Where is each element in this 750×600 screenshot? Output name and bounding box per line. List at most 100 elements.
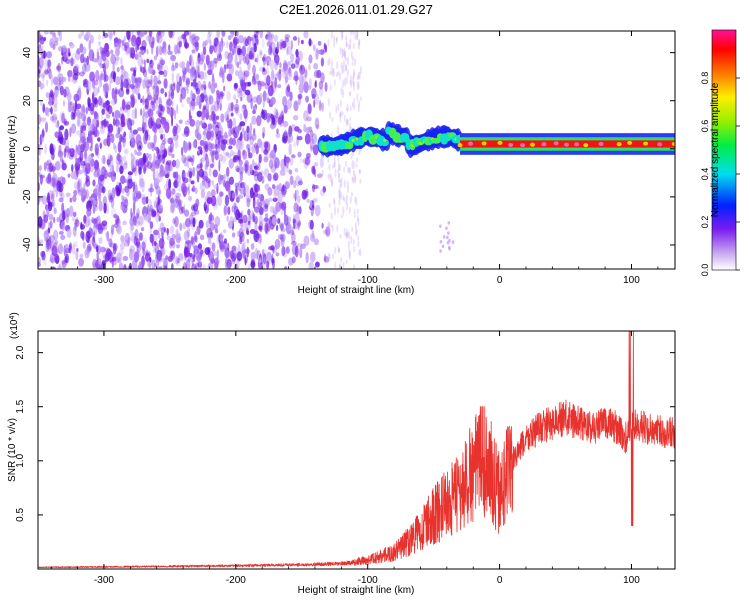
heat-cell (311, 183, 316, 193)
heat-cell (178, 207, 184, 215)
heat-cell (170, 83, 176, 92)
heat-cell (280, 208, 284, 216)
heat-cell (101, 122, 104, 129)
heat-cell (219, 231, 224, 243)
heat-cell (95, 98, 99, 108)
heat-cell (204, 94, 208, 103)
heat-cell (157, 172, 163, 183)
heat-cell (189, 54, 193, 63)
heat-cell (114, 94, 118, 104)
heat-cell (147, 92, 152, 102)
heat-cell (161, 108, 165, 115)
heat-cell (143, 69, 148, 78)
heat-cell (49, 89, 54, 96)
heat-cell (246, 246, 250, 258)
heat-cell (239, 231, 245, 243)
heat-cell (256, 38, 259, 46)
heat-cell (356, 93, 359, 103)
heat-cell (352, 176, 355, 181)
heat-cell (170, 54, 177, 62)
heat-cell (337, 207, 340, 215)
heat-cell (237, 90, 243, 99)
heat-cell (161, 244, 164, 256)
heat-cell (316, 69, 322, 79)
heat-cell (89, 34, 94, 44)
heat-cell (283, 131, 289, 137)
heat-cell (335, 36, 338, 44)
heat-cell (72, 65, 79, 76)
heat-cell (198, 219, 204, 229)
heat-cell (65, 255, 68, 266)
heat-cell (49, 31, 53, 35)
heat-cell (239, 170, 243, 182)
heat-cell (154, 179, 161, 184)
heat-cell (239, 188, 246, 195)
heat-cell (255, 144, 259, 155)
heat-cell (327, 97, 330, 107)
heat-cell (135, 196, 139, 202)
heat-cell (140, 98, 143, 104)
heat-cell (273, 73, 279, 81)
heat-cell (286, 83, 291, 93)
heat-cell (74, 149, 78, 161)
heat-cell (354, 175, 357, 184)
heat-cell (99, 46, 103, 52)
heat-cell (323, 253, 327, 263)
heat-cell (204, 176, 210, 189)
heat-cell (351, 62, 354, 67)
heat-cell (236, 88, 242, 94)
heat-cell (140, 32, 145, 37)
heat-cell (345, 107, 348, 112)
heat-cell (186, 97, 191, 105)
heat-cell (82, 241, 86, 249)
heat-cell (182, 266, 188, 269)
heat-cell (137, 55, 144, 67)
heat-cell (247, 147, 251, 155)
heat-cell (202, 41, 206, 50)
heat-cell (54, 240, 59, 245)
heat-cell (210, 104, 216, 116)
heat-cell (47, 192, 50, 204)
heat-cell (166, 172, 170, 177)
heat-cell (146, 94, 152, 101)
heat-cell (141, 241, 146, 251)
heat-cell (146, 58, 150, 64)
heat-cell (347, 56, 350, 66)
heat-cell (214, 257, 219, 269)
heat-cell (297, 135, 303, 141)
heat-cell (266, 260, 270, 269)
heat-cell (272, 116, 275, 126)
heat-cell (289, 229, 295, 236)
heat-cell (115, 76, 121, 86)
heat-cell (155, 211, 160, 223)
heat-cell (171, 72, 174, 83)
heat-cell (299, 73, 304, 85)
heat-cell (279, 233, 286, 242)
heat-cell (309, 137, 314, 150)
heat-cell (273, 34, 278, 42)
heat-cell (290, 63, 296, 69)
heat-cell (106, 111, 110, 117)
heat-cell (331, 67, 334, 78)
heat-cell (100, 70, 104, 78)
heat-cell (308, 64, 311, 71)
heat-cell (203, 126, 208, 132)
heat-cell (268, 245, 274, 251)
heat-cell (262, 56, 266, 62)
heat-cell (352, 75, 355, 85)
heat-cell (264, 203, 269, 210)
heat-cell (93, 231, 96, 243)
heat-cell (205, 156, 210, 168)
heat-cell (153, 240, 157, 247)
heat-cell (64, 256, 68, 264)
heat-cell (275, 132, 281, 139)
heat-cell (233, 205, 239, 217)
heat-cell (114, 145, 118, 154)
heat-cell (348, 230, 351, 240)
heat-cell (74, 222, 78, 231)
heat-cell (104, 69, 107, 81)
spectrogram-x-ticks: -300 -200 -100 0 100 (50, 31, 659, 286)
heat-cell (341, 65, 344, 75)
heat-cell (267, 38, 274, 45)
heat-cell (187, 164, 190, 169)
